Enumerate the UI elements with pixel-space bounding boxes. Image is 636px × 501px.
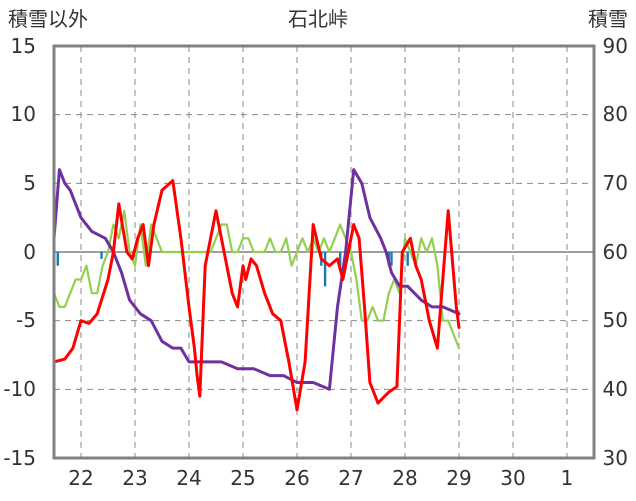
series-line-0 [52,179,461,412]
x-tick-label: 26 [284,466,309,490]
series-line-1 [52,168,461,391]
series-group [52,168,461,412]
x-tick-label: 29 [446,466,471,490]
y-left-tick-label: 5 [23,171,36,195]
precip-bar [406,252,409,266]
y-right-tick-label: 90 [603,34,628,58]
y-left-tick-label: -10 [3,377,36,401]
precip-bar [339,252,342,266]
x-tick-label: 30 [500,466,525,490]
y-right-tick-label: 30 [603,446,628,470]
x-tick-label: 1 [561,466,574,490]
y-right-tick-label: 60 [603,240,628,264]
precip-bar [56,252,59,266]
precip-bar [390,252,393,266]
precip-bar [323,252,327,287]
y-right-tick-label: 80 [603,102,628,126]
x-tick-label: 27 [338,466,363,490]
y-left-tick-label: 10 [11,102,36,126]
y-left-tick-label: -5 [16,308,36,332]
x-tick-label: 24 [176,466,201,490]
plot-frame [52,44,596,460]
x-tick-label: 22 [68,466,93,490]
grid-lines [54,46,594,458]
x-axis-ticks: 22 23 24 25 26 27 28 29 30 1 [68,466,573,490]
y-left-tick-label: -15 [3,446,36,470]
chart-title: 石北峠 [288,7,348,31]
y-right-tick-label: 40 [603,377,628,401]
precip-bar [100,252,103,259]
y-right-tick-label: 70 [603,171,628,195]
y-axis-right-label: 積雪 [588,7,628,31]
y-left-tick-label: 15 [11,34,36,58]
y-left-tick-label: 0 [23,240,36,264]
y-axis-left-label: 積雪以外 [8,7,88,31]
x-tick-label: 25 [230,466,255,490]
y-axis-left-ticks: 15 10 5 0 -5 -10 -15 [3,34,36,470]
x-tick-label: 23 [122,466,147,490]
y-right-tick-label: 50 [603,308,628,332]
x-tick-label: 28 [392,466,417,490]
y-axis-right-ticks: 90 80 70 60 50 40 30 [603,34,628,470]
